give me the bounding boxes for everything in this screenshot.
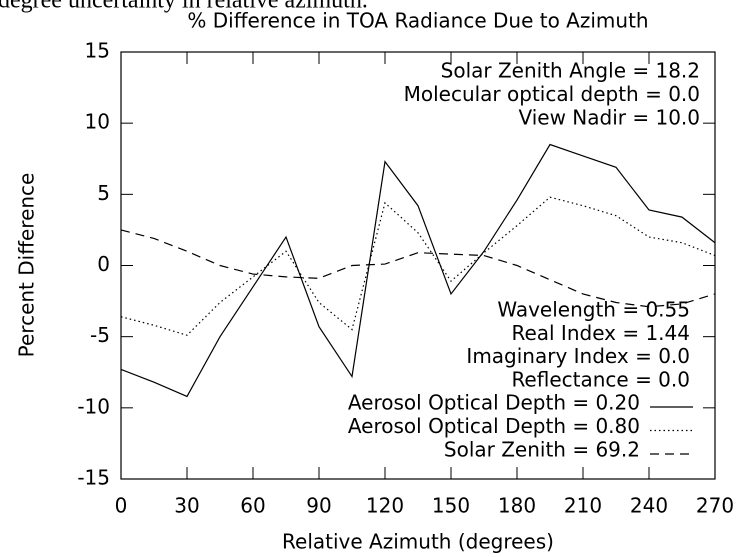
annotation: Reflectance = 0.0 <box>511 367 690 391</box>
x-tick-label: 210 <box>564 494 602 518</box>
x-tick-label: 150 <box>432 494 470 518</box>
legend-label: Aerosol Optical Depth = 0.20 <box>348 391 640 415</box>
annotation: Real Index = 1.44 <box>511 321 690 345</box>
y-tick-label: 0 <box>97 252 110 276</box>
x-tick-label: 120 <box>366 494 404 518</box>
legend-label: Solar Zenith = 69.2 <box>444 438 640 462</box>
y-tick-label: -10 <box>77 394 110 418</box>
annotation: Molecular optical depth = 0.0 <box>404 82 700 106</box>
y-tick-label: -15 <box>77 466 110 490</box>
y-tick-label: 5 <box>97 181 110 205</box>
chart-title: % Difference in TOA Radiance Due to Azim… <box>187 9 648 33</box>
series-line <box>120 229 716 308</box>
x-tick-label: 240 <box>630 494 668 518</box>
x-axis-label: Relative Azimuth (degrees) <box>282 530 554 554</box>
annotation: Imaginary Index = 0.0 <box>466 344 690 368</box>
y-tick-label: 15 <box>85 39 110 63</box>
x-tick-label: 60 <box>240 494 265 518</box>
annotation: View Nadir = 10.0 <box>518 106 700 130</box>
annotation: Solar Zenith Angle = 18.2 <box>441 59 700 83</box>
series-line <box>120 196 716 336</box>
y-tick-label: 10 <box>85 110 110 134</box>
y-axis-label: Percent Difference <box>15 173 39 358</box>
y-tick-label: -5 <box>90 323 110 347</box>
caption: degree uncertainty in relative azimuth. <box>0 0 368 14</box>
x-tick-label: 30 <box>174 494 199 518</box>
x-tick-label: 270 <box>696 494 734 518</box>
series-line <box>120 143 716 398</box>
x-tick-label: 90 <box>306 494 331 518</box>
legend-label: Aerosol Optical Depth = 0.80 <box>348 414 640 438</box>
x-tick-label: 0 <box>115 494 128 518</box>
x-tick-label: 180 <box>498 494 536 518</box>
annotation: Wavelength = 0.55 <box>497 298 690 322</box>
